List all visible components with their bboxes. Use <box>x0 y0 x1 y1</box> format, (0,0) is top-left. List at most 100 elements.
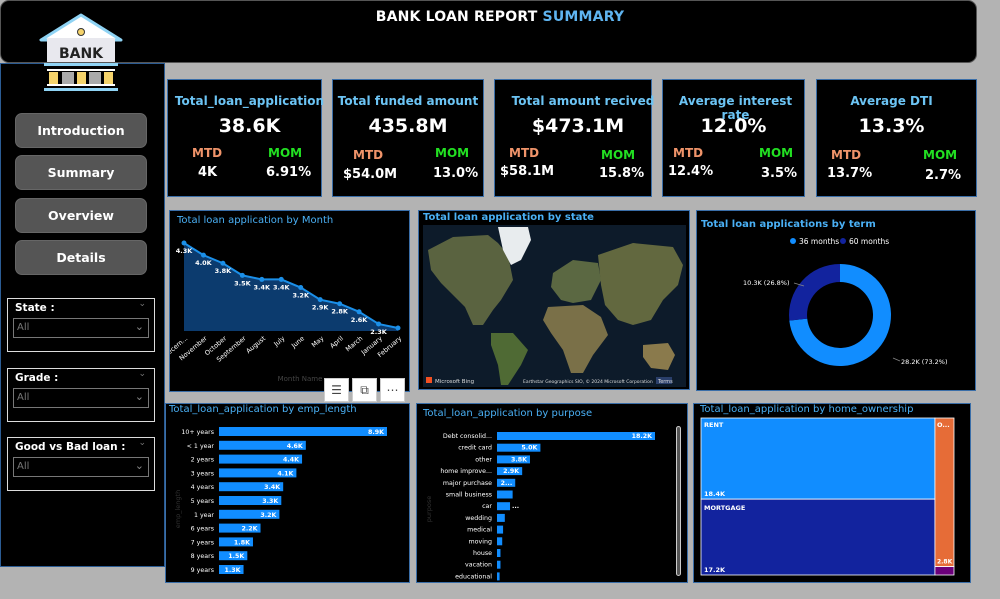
x-axis-title: Month Name <box>278 375 323 383</box>
bar <box>219 468 297 478</box>
map-attribution: Earthstar Geographics SIO, © 2024 Micros… <box>523 378 653 385</box>
y-tick-label: other <box>475 456 492 463</box>
focus-mode-icon[interactable]: ⧉ <box>352 378 377 402</box>
data-point <box>200 252 206 258</box>
data-point <box>181 240 187 246</box>
term-donut-chart-panel[interactable]: Total loan applications by term 36 month… <box>696 210 976 391</box>
data-label: 2.8K <box>331 308 349 316</box>
home-ownership-treemap: RENT 18.4K MORTGAGE 17.2K O... 2.8K <box>700 417 955 576</box>
data-label: 2.9K <box>503 468 520 475</box>
data-label: 1.3K <box>224 567 241 574</box>
emp-length-bar-chart-panel[interactable]: Total_loan_application by emp_length 10+… <box>165 403 410 583</box>
kpi-mom-label: MOM <box>923 148 958 162</box>
bar <box>497 455 530 464</box>
world-map[interactable]: Microsoft Bing Earthstar Geographics SIO… <box>423 225 686 387</box>
data-label: 28.2K (73.2%) <box>901 358 948 366</box>
data-point <box>317 297 323 303</box>
grade-slicer: Grade : ⌄ All ⌄ <box>7 368 155 422</box>
kpi-title: Total funded amount <box>337 94 479 108</box>
y-tick-label: wedding <box>465 515 492 522</box>
grade-dropdown[interactable]: All ⌄ <box>13 388 149 408</box>
area-fill <box>184 243 398 331</box>
x-tick-label: August <box>245 334 268 355</box>
legend-label: 36 months <box>799 237 839 246</box>
report-title: BANK LOAN REPORT SUMMARY <box>0 9 1000 25</box>
data-label: 3.2K <box>292 292 310 300</box>
y-tick-label: 8 years <box>191 553 214 560</box>
chevron-down-icon[interactable]: ⌄ <box>138 369 146 379</box>
bar <box>497 513 505 522</box>
y-tick-label: < 1 year <box>187 443 215 450</box>
bar <box>497 478 516 487</box>
legend-label: 60 months <box>849 237 889 246</box>
filter-icon[interactable]: ☰ <box>324 378 349 402</box>
nav-overview-button[interactable]: Overview <box>15 198 147 233</box>
legend-marker-36-months <box>790 238 796 244</box>
bank-logo-text: BANK <box>59 46 104 62</box>
data-label: 4.1K <box>277 470 294 477</box>
bar <box>497 560 501 569</box>
kpi-value: 38.6K <box>218 115 281 137</box>
report-title-main: BANK LOAN REPORT <box>375 9 538 25</box>
kpi-mtd-value: 4K <box>198 165 218 180</box>
map-terms-link[interactable]: Terms <box>657 379 673 385</box>
treemap-label: O... <box>937 421 950 429</box>
chevron-down-icon: ⌄ <box>134 459 144 472</box>
kpi-mtd-label: MTD <box>509 146 540 160</box>
treemap-label: MORTGAGE <box>704 504 745 512</box>
state-dropdown[interactable]: All ⌄ <box>13 318 149 338</box>
state-dropdown-value: All <box>17 322 30 333</box>
grade-dropdown-value: All <box>17 392 30 403</box>
chart-title: Total_loan_application by home_ownership <box>700 404 914 415</box>
y-tick-label: house <box>473 550 492 557</box>
y-tick-label: moving <box>469 538 492 545</box>
y-tick-label: 4 years <box>191 484 214 491</box>
data-point <box>356 309 362 315</box>
more-options-icon[interactable]: ⋯ <box>380 378 405 402</box>
y-tick-label: medical <box>467 527 492 534</box>
chevron-down-icon[interactable]: ⌄ <box>138 438 146 448</box>
kpi-mtd-value: 12.4% <box>668 164 714 179</box>
good-vs-bad-loan-dropdown[interactable]: All ⌄ <box>13 457 149 477</box>
bar <box>497 525 504 534</box>
y-tick-label: small business <box>446 492 492 499</box>
nav-summary-button[interactable]: Summary <box>15 155 147 190</box>
bar <box>497 502 511 511</box>
map-landmass-africa <box>543 305 608 373</box>
bar <box>219 440 306 450</box>
chart-title: Total loan application by state <box>423 212 594 223</box>
kpi-title: Total_loan_application <box>174 94 325 108</box>
grade-slicer-label: Grade : <box>15 372 59 384</box>
nav-introduction-button[interactable]: Introduction <box>15 113 147 148</box>
data-point <box>259 276 265 282</box>
legend-marker-60-months <box>840 238 846 244</box>
treemap-label: RENT <box>704 421 724 429</box>
treemap-cell-rent <box>700 417 936 500</box>
home-ownership-treemap-panel[interactable]: Total_loan_application by home_ownership… <box>693 403 971 583</box>
sidebar: BANK Introduction Summary Overview Detai… <box>0 13 165 567</box>
treemap-cell-none <box>934 566 955 576</box>
data-label: 2... <box>501 480 513 487</box>
y-tick-label: 7 years <box>191 539 214 546</box>
bar <box>497 490 513 499</box>
data-label: 3.4K <box>264 484 281 491</box>
vertical-scrollbar[interactable] <box>676 426 681 576</box>
area-line <box>183 242 399 329</box>
data-label: 18.2K <box>632 433 654 440</box>
data-label: 3.8K <box>511 456 528 463</box>
emp-length-bar-chart: 10+ years 8.9K < 1 year 4.6K 2 years 4.4K 3 ye… <box>174 427 387 574</box>
nav-details-button[interactable]: Details <box>15 240 147 275</box>
month-area-chart-panel[interactable]: Total loan application by Month 4.3K Dece… <box>169 210 410 392</box>
y-tick-label: car <box>482 503 492 510</box>
chevron-down-icon[interactable]: ⌄ <box>138 299 146 309</box>
chart-title: Total_loan_application by emp_length <box>169 404 357 415</box>
purpose-bar-chart-panel[interactable]: Total_loan_application by purpose Debt c… <box>416 403 688 583</box>
y-axis-title: purpose <box>425 496 433 522</box>
data-label: ... <box>512 503 519 510</box>
data-point <box>220 260 226 266</box>
kpi-mtd-value: $54.0M <box>343 167 398 182</box>
data-label: 3.4K <box>273 283 291 291</box>
state-map-panel[interactable]: Total loan application by state Microsof… <box>418 210 690 390</box>
y-axis-title: emp_length <box>174 490 182 528</box>
y-tick-label: home improve... <box>440 468 492 475</box>
